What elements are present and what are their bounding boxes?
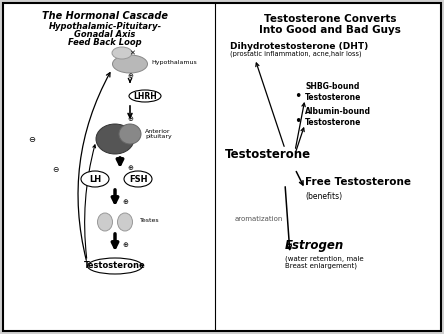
Text: Testosterone: Testosterone: [225, 148, 311, 161]
FancyBboxPatch shape: [3, 3, 441, 331]
Text: ✕: ✕: [129, 50, 135, 56]
Text: LH: LH: [89, 174, 101, 183]
Text: ⊕: ⊕: [122, 242, 128, 248]
Text: Hypothalamus: Hypothalamus: [151, 59, 197, 64]
Ellipse shape: [87, 258, 143, 274]
Text: Testosterone Converts: Testosterone Converts: [264, 14, 396, 24]
Text: Testosterone: Testosterone: [84, 262, 146, 271]
Text: LHRH: LHRH: [133, 92, 157, 101]
Ellipse shape: [124, 171, 152, 187]
FancyArrowPatch shape: [78, 73, 110, 260]
Text: (benefits): (benefits): [305, 191, 342, 200]
Text: The Hormonal Cascade: The Hormonal Cascade: [42, 11, 168, 21]
Text: Feed Back Loop: Feed Back Loop: [68, 37, 142, 46]
Ellipse shape: [96, 124, 134, 154]
Text: Anterior
pituitary: Anterior pituitary: [145, 129, 172, 139]
Text: ⊕: ⊕: [122, 199, 128, 205]
Text: Gonadal Axis: Gonadal Axis: [74, 29, 136, 38]
Ellipse shape: [129, 90, 161, 102]
Ellipse shape: [81, 171, 109, 187]
Text: ⊖: ⊖: [28, 135, 36, 144]
Text: ⊕: ⊕: [127, 165, 133, 171]
Ellipse shape: [112, 47, 132, 59]
Ellipse shape: [98, 213, 112, 231]
Text: Estrogen: Estrogen: [285, 239, 344, 253]
Ellipse shape: [112, 55, 147, 73]
Text: Into Good and Bad Guys: Into Good and Bad Guys: [259, 25, 401, 35]
Text: Free Testosterone: Free Testosterone: [305, 177, 411, 187]
Text: •: •: [294, 115, 301, 128]
Text: aromatization: aromatization: [235, 216, 283, 222]
Text: ⊖: ⊖: [52, 165, 58, 173]
Text: ⊕: ⊕: [127, 73, 133, 79]
Text: •: •: [294, 90, 301, 103]
FancyArrowPatch shape: [85, 145, 95, 258]
Ellipse shape: [119, 124, 141, 144]
Text: SHBG-bound
Testosterone: SHBG-bound Testosterone: [305, 82, 361, 102]
Text: Testes: Testes: [140, 217, 160, 222]
Text: (prostatic inflammation, acne,hair loss): (prostatic inflammation, acne,hair loss): [230, 51, 361, 57]
Text: Albumin-bound
Testosterone: Albumin-bound Testosterone: [305, 107, 371, 127]
Ellipse shape: [118, 213, 132, 231]
Text: FSH: FSH: [129, 174, 147, 183]
Text: Dihydrotestosterone (DHT): Dihydrotestosterone (DHT): [230, 41, 368, 50]
Text: ⊕: ⊕: [127, 116, 133, 122]
Text: (water retention, male
Breast enlargement): (water retention, male Breast enlargemen…: [285, 255, 364, 269]
Text: Hypothalamic-Pituitary-: Hypothalamic-Pituitary-: [48, 21, 162, 30]
